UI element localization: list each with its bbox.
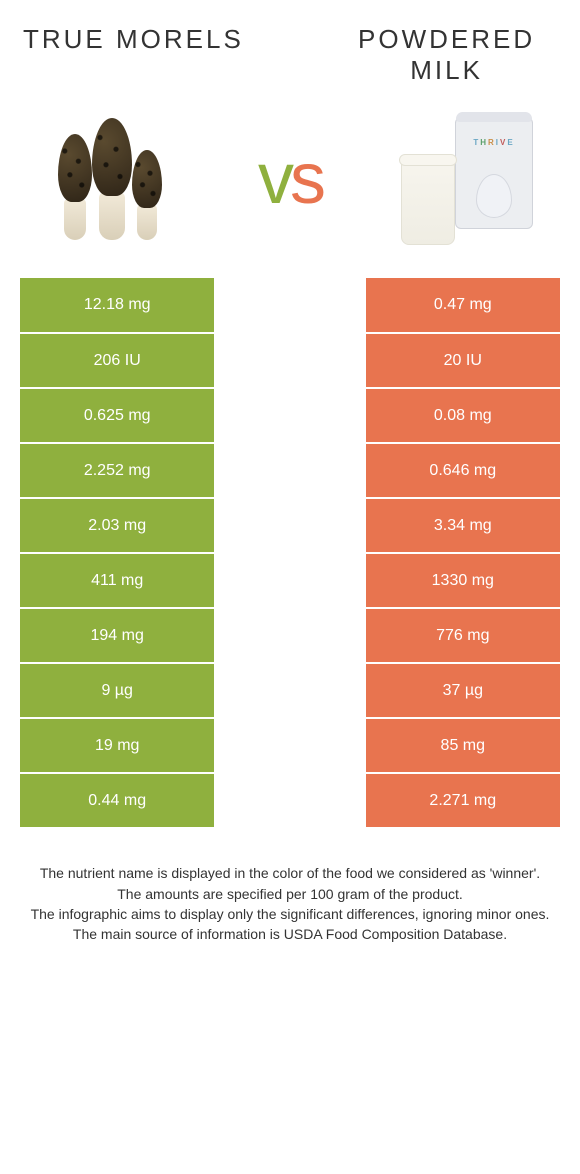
right-value: 85 mg xyxy=(366,718,560,773)
nutrient-table: 12.18 mgIron0.47 mg206 IUVitamin D20 IU0… xyxy=(20,278,560,829)
right-value: 0.47 mg xyxy=(366,278,560,333)
right-value: 0.646 mg xyxy=(366,443,560,498)
left-value: 2.03 mg xyxy=(20,498,214,553)
right-value: 20 IU xyxy=(366,333,560,388)
table-row: 194 mgPhosphorus776 mg xyxy=(20,608,560,663)
nutrient-name: Zinc xyxy=(214,498,365,553)
header: True morels Powdered milk xyxy=(20,24,560,86)
footnotes: The nutrient name is displayed in the co… xyxy=(20,863,560,944)
morels-icon xyxy=(30,104,190,254)
nutrient-name: Iron xyxy=(214,278,365,333)
footnote-line: The infographic aims to display only the… xyxy=(28,904,552,924)
nutrient-name: Phosphorus xyxy=(214,608,365,663)
footnote-line: The amounts are specified per 100 gram o… xyxy=(28,884,552,904)
nutrient-name: Potassium xyxy=(214,553,365,608)
table-row: 9 µgFolate, total37 µg xyxy=(20,663,560,718)
table-row: 0.625 mgCopper0.08 mg xyxy=(20,388,560,443)
vs-label: vs xyxy=(258,138,322,220)
left-value: 0.44 mg xyxy=(20,773,214,828)
table-row: 19 mgMagnesium85 mg xyxy=(20,718,560,773)
left-value: 9 µg xyxy=(20,663,214,718)
right-value: 1330 mg xyxy=(366,553,560,608)
left-food-title: True morels xyxy=(20,24,247,55)
left-value: 411 mg xyxy=(20,553,214,608)
left-value: 19 mg xyxy=(20,718,214,773)
right-value: 0.08 mg xyxy=(366,388,560,443)
right-value: 2.271 mg xyxy=(366,773,560,828)
right-value: 3.34 mg xyxy=(366,498,560,553)
nutrient-name: Vitamin B5 xyxy=(214,773,365,828)
right-food-title: Powdered milk xyxy=(333,24,560,86)
right-value: 37 µg xyxy=(366,663,560,718)
nutrient-name: Copper xyxy=(214,388,365,443)
left-value: 206 IU xyxy=(20,333,214,388)
table-row: 0.44 mgVitamin B52.271 mg xyxy=(20,773,560,828)
left-value: 194 mg xyxy=(20,608,214,663)
left-value: 12.18 mg xyxy=(20,278,214,333)
table-row: 206 IUVitamin D20 IU xyxy=(20,333,560,388)
left-value: 2.252 mg xyxy=(20,443,214,498)
images-row: vs THRIVE xyxy=(20,104,560,254)
left-value: 0.625 mg xyxy=(20,388,214,443)
table-row: 12.18 mgIron0.47 mg xyxy=(20,278,560,333)
table-row: 2.252 mgVitamin B30.646 mg xyxy=(20,443,560,498)
nutrient-name: Vitamin D xyxy=(214,333,365,388)
footnote-line: The nutrient name is displayed in the co… xyxy=(28,863,552,883)
powdered-milk-icon: THRIVE xyxy=(390,104,550,254)
nutrient-name: Folate, total xyxy=(214,663,365,718)
right-value: 776 mg xyxy=(366,608,560,663)
footnote-line: The main source of information is USDA F… xyxy=(28,924,552,944)
nutrient-name: Vitamin B3 xyxy=(214,443,365,498)
table-row: 411 mgPotassium1330 mg xyxy=(20,553,560,608)
table-row: 2.03 mgZinc3.34 mg xyxy=(20,498,560,553)
nutrient-name: Magnesium xyxy=(214,718,365,773)
